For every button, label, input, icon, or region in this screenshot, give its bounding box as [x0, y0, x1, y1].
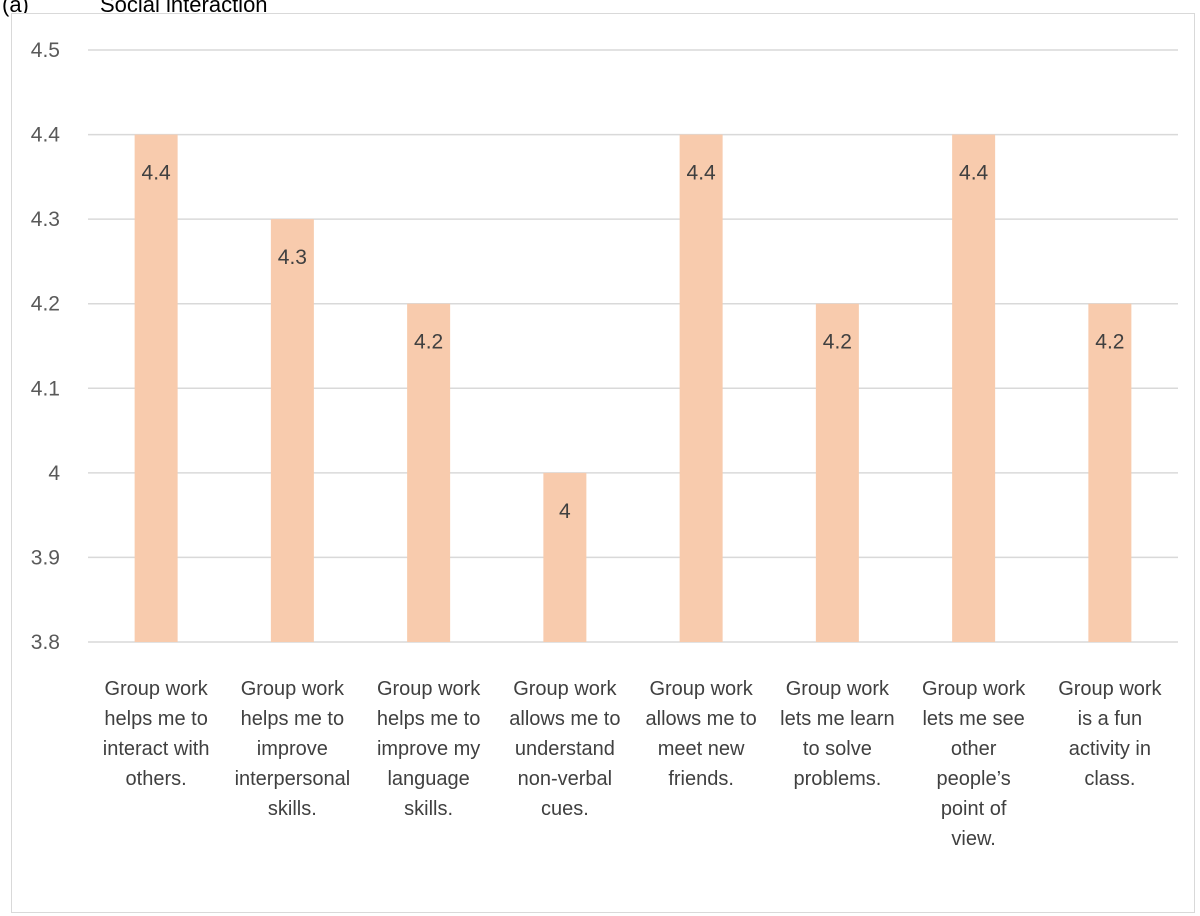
data-label-6: 4.2 [823, 331, 852, 354]
y-tick-label: 4.1 [31, 377, 60, 400]
bar-3 [407, 303, 451, 642]
x-tick-label-line: class. [1084, 768, 1135, 790]
bar-2 [270, 219, 314, 642]
x-tick-label-1: Group work helps me to interact with others… [103, 678, 210, 790]
chart-frame [11, 13, 1195, 913]
chart-heading-text: Social interaction [100, 0, 268, 17]
chart-heading: (a) Social interaction [2, 0, 702, 17]
bar-7 [952, 134, 996, 643]
data-label-3: 4.2 [414, 331, 443, 354]
x-tick-label-line: understand [515, 738, 615, 760]
x-tick-label-line: others. [126, 768, 187, 790]
data-label-7: 4.4 [959, 162, 989, 185]
x-tick-label-line: people’s [937, 768, 1011, 790]
y-axis-tick-labels: 3.8 3.9 4 4.1 4.2 4.3 4.4 4.5 [31, 39, 61, 654]
y-tick-label: 3.9 [31, 546, 60, 569]
x-tick-label-line: allows me to [509, 708, 620, 730]
x-tick-label-line: to solve [803, 738, 872, 760]
x-tick-label-line: improve my [377, 738, 480, 760]
x-tick-label-line: cues. [541, 798, 589, 820]
x-tick-label-8: Group work is a fun activity in class. [1058, 678, 1162, 790]
x-tick-label-line: Group work [1058, 678, 1162, 700]
bar-6 [815, 303, 859, 642]
gridlines [88, 49, 1178, 643]
x-tick-label-line: friends. [668, 768, 734, 790]
x-tick-label-line: helps me to [241, 708, 344, 730]
x-tick-label-line: skills. [268, 798, 317, 820]
x-tick-label-line: meet new [658, 738, 745, 760]
y-tick-label: 4.4 [31, 124, 61, 147]
chart-heading-label: (a) [2, 0, 29, 17]
bar-4 [543, 472, 587, 642]
data-labels: 4.4 4.3 4.2 4 4.4 4.2 4.4 4.2 [142, 162, 1125, 523]
x-tick-label-line: activity in [1069, 738, 1151, 760]
x-tick-label-line: Group work [786, 678, 890, 700]
x-tick-label-line: Group work [241, 678, 345, 700]
x-tick-label-line: interact with [103, 738, 210, 760]
y-tick-label: 4.5 [31, 39, 60, 62]
x-tick-label-7: Group work lets me see other people’s point … [922, 678, 1026, 850]
data-label-5: 4.4 [687, 162, 717, 185]
x-tick-label-4: Group work allows me to understand non-verb… [509, 678, 620, 820]
y-tick-label: 4 [48, 462, 60, 485]
bars [134, 134, 1132, 643]
x-tick-label-line: Group work [513, 678, 617, 700]
y-tick-label: 3.8 [31, 631, 60, 654]
x-tick-label-5: Group work allows me to meet new friends. [646, 678, 757, 790]
x-tick-label-line: view. [951, 828, 995, 850]
bar-8 [1088, 303, 1132, 642]
data-label-4: 4 [559, 500, 571, 523]
bar-5 [679, 134, 723, 643]
x-tick-label-line: improve [257, 738, 328, 760]
x-tick-label-line: Group work [649, 678, 753, 700]
x-tick-label-line: other [951, 738, 997, 760]
x-tick-label-line: problems. [793, 768, 881, 790]
x-tick-label-line: Group work [377, 678, 481, 700]
x-tick-label-line: skills. [404, 798, 453, 820]
data-label-8: 4.2 [1095, 331, 1124, 354]
x-tick-label-line: point of [941, 798, 1007, 820]
x-tick-label-line: helps me to [377, 708, 480, 730]
x-tick-label-3: Group work helps me to improve my language s… [377, 678, 481, 820]
x-tick-label-2: Group work helps me to improve interpersona… [235, 678, 351, 820]
x-tick-label-line: Group work [922, 678, 1026, 700]
bar-1 [134, 134, 178, 643]
x-tick-label-line: language [387, 768, 469, 790]
data-label-1: 4.4 [142, 162, 172, 185]
x-tick-label-line: non-verbal [518, 768, 613, 790]
x-tick-label-line: lets me learn [780, 708, 895, 730]
x-tick-label-line: helps me to [104, 708, 207, 730]
y-tick-label: 4.2 [31, 293, 60, 316]
x-tick-label-line: Group work [104, 678, 208, 700]
data-label-2: 4.3 [278, 246, 307, 269]
y-tick-label: 4.3 [31, 208, 60, 231]
x-tick-label-line: is a fun [1078, 708, 1142, 730]
x-tick-label-line: lets me see [922, 708, 1024, 730]
x-tick-label-line: interpersonal [235, 768, 351, 790]
x-tick-label-6: Group work lets me learn to solve problems. [780, 678, 895, 790]
x-tick-label-line: allows me to [646, 708, 757, 730]
